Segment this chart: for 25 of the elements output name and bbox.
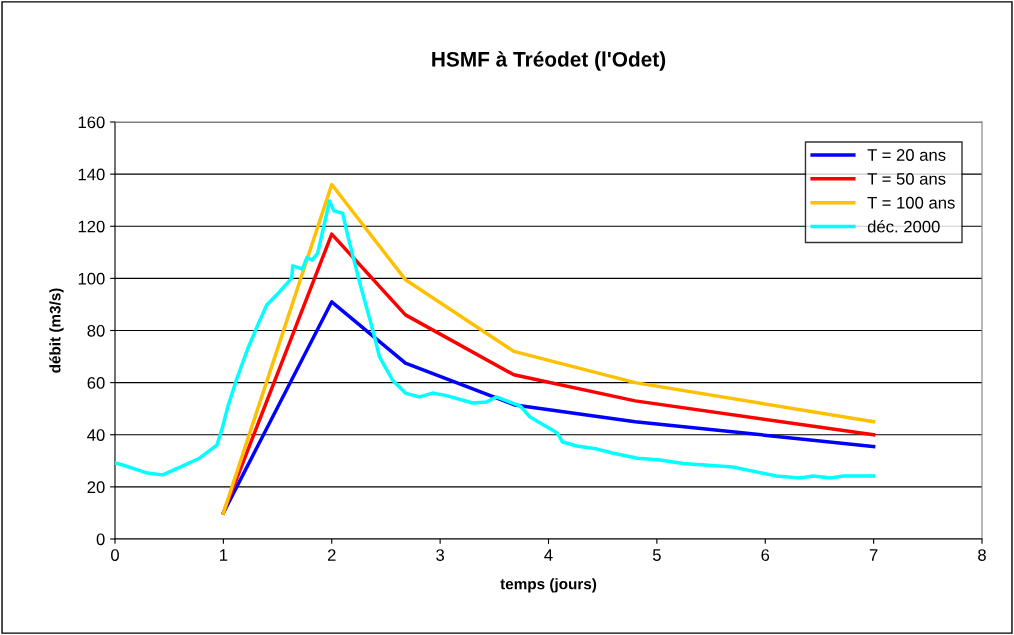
- x-tick-label: 4: [544, 549, 553, 561]
- x-tick-label: 8: [978, 549, 986, 561]
- x-axis-title: temps (jours): [500, 578, 597, 593]
- y-tick-label: 120: [78, 220, 105, 233]
- y-tick-label: 140: [78, 168, 105, 181]
- x-tick-label: 5: [652, 549, 661, 561]
- y-tick-label: 40: [87, 429, 105, 441]
- y-tick-label: 80: [87, 324, 105, 337]
- x-tick-label: 3: [436, 549, 445, 561]
- y-tick-label: 160: [78, 116, 105, 129]
- x-tick-label: 6: [761, 549, 770, 561]
- y-axis-title: débit (m3/s): [49, 288, 64, 373]
- legend-label: T = 100 ans: [867, 196, 955, 209]
- x-tick-label: 0: [111, 549, 119, 561]
- y-tick-label: 0: [96, 533, 105, 546]
- x-tick-label: 2: [327, 549, 336, 561]
- legend-label: T = 50 ans: [867, 172, 946, 185]
- y-tick-label: 60: [87, 377, 105, 389]
- x-tick-label: 7: [869, 549, 878, 561]
- y-tick-label: 100: [78, 272, 105, 285]
- y-tick-label: 20: [87, 481, 105, 494]
- x-tick-label: 1: [220, 549, 228, 561]
- chart-title: HSMF à Tréodet (l'Odet): [432, 51, 666, 71]
- legend-label: T = 20 ans: [867, 149, 946, 161]
- legend-label: déc. 2000: [867, 220, 940, 233]
